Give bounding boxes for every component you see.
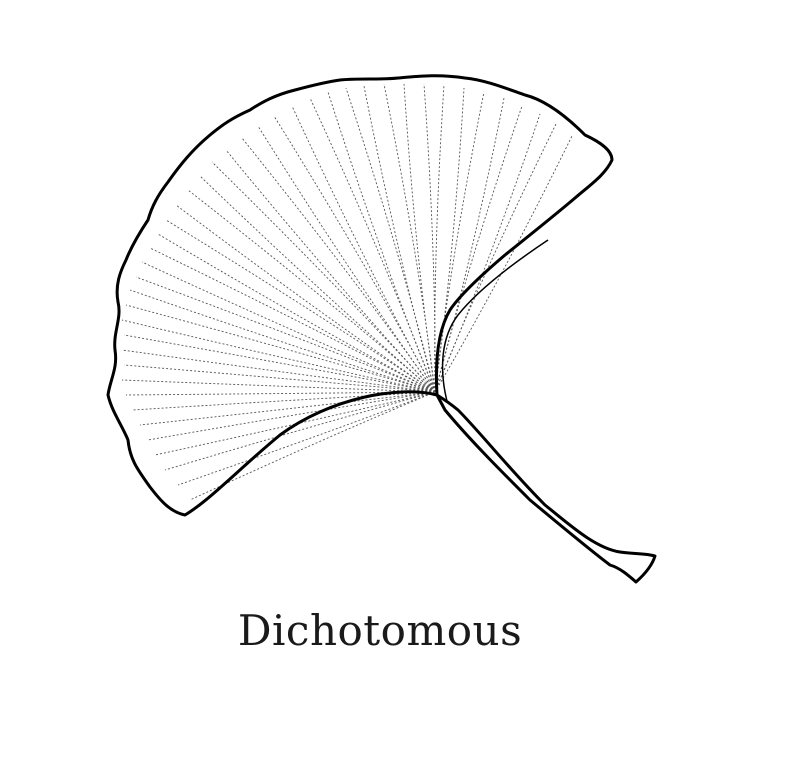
- vein-line: [309, 97, 436, 393]
- vein-line: [141, 261, 436, 393]
- leaf-veins: [121, 83, 573, 501]
- vein-line: [131, 391, 436, 411]
- vein-line: [225, 149, 436, 393]
- vein-line: [129, 289, 436, 393]
- vein-line: [434, 135, 573, 393]
- vein-line: [434, 91, 485, 393]
- vein-line: [125, 391, 436, 396]
- vein-line: [177, 391, 436, 486]
- vein-line: [423, 83, 436, 393]
- vein-line: [125, 304, 436, 393]
- petiole-outline: [435, 393, 657, 584]
- figure-caption: Dichotomous: [237, 606, 523, 655]
- vein-line: [241, 137, 436, 393]
- vein-line: [434, 123, 557, 393]
- vein-line: [175, 204, 436, 393]
- vein-line: [291, 105, 436, 393]
- vein-line: [121, 319, 436, 393]
- vein-line: [434, 97, 505, 393]
- vein-line: [345, 87, 436, 393]
- vein-line: [273, 115, 436, 393]
- vein-line: [327, 91, 436, 393]
- vein-line: [164, 391, 436, 471]
- vein-line: [154, 391, 436, 456]
- vein-line: [434, 105, 523, 393]
- vein-line: [149, 247, 436, 393]
- vein-line: [121, 349, 436, 393]
- vein-line: [187, 189, 436, 393]
- vein-line: [147, 391, 436, 441]
- vein-line: [199, 175, 436, 393]
- vein-line: [257, 125, 436, 393]
- leaf-blade-outline: [106, 74, 614, 517]
- vein-line: [135, 276, 436, 393]
- vein-line: [123, 364, 436, 393]
- leaf-inner-margin: [441, 239, 549, 406]
- vein-line: [434, 84, 445, 393]
- vein-line: [123, 334, 436, 393]
- vein-line: [403, 83, 436, 393]
- vein-line: [139, 391, 436, 426]
- vein-line: [434, 113, 541, 393]
- vein-line: [363, 85, 436, 393]
- vein-line: [165, 219, 436, 393]
- ginkgo-leaf-diagram: [106, 74, 657, 584]
